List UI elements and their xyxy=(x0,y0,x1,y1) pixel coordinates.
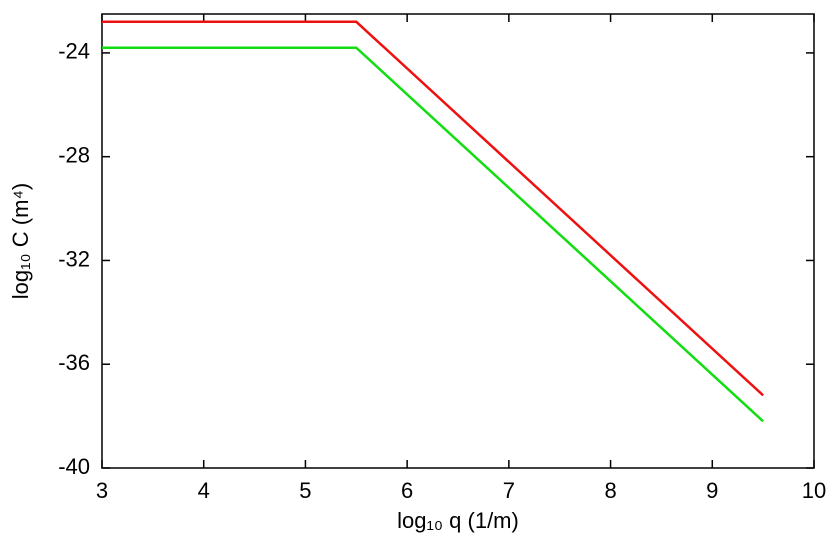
y-axis-label: log₁₀ C (m⁴) xyxy=(8,183,33,299)
line-series xyxy=(102,46,764,423)
x-tick-label: 3 xyxy=(96,478,108,503)
y-tick-label: -36 xyxy=(58,350,90,375)
y-tick-label: -24 xyxy=(58,39,90,64)
x-tick-label: 10 xyxy=(802,478,826,503)
x-tick-label: 7 xyxy=(503,478,515,503)
x-tick-label: 8 xyxy=(604,478,616,503)
y-tick-label: -32 xyxy=(58,246,90,271)
plot-frame xyxy=(101,13,815,469)
x-tick-label: 4 xyxy=(198,478,210,503)
y-tick-label: -28 xyxy=(58,142,90,167)
x-tick-label: 5 xyxy=(299,478,311,503)
x-tick-label: 6 xyxy=(401,478,413,503)
x-tick-label: 9 xyxy=(706,478,718,503)
x-axis-label: log₁₀ q (1/m) xyxy=(397,508,519,533)
line-series xyxy=(102,20,764,397)
y-tick-label: -40 xyxy=(58,454,90,479)
